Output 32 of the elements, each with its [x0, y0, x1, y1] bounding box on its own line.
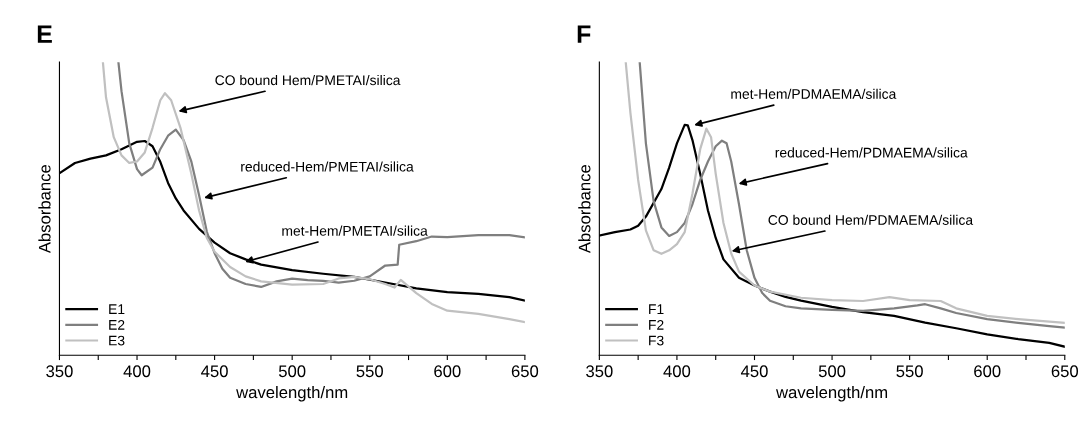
- x-tick-label: 450: [740, 365, 768, 378]
- x-tick-label: 500: [278, 365, 306, 378]
- legend-label: F2: [649, 319, 664, 330]
- legend-label: F3: [649, 335, 664, 346]
- annotation: CO bound Hem/PDMAEMA/silica: [768, 214, 974, 225]
- annotation: CO bound Hem/PMETAI/silica: [215, 74, 401, 86]
- annotation: met-Hem/PMETAI/silica: [282, 225, 428, 236]
- annotation: reduced-Hem/PMETAI/silica: [241, 161, 414, 172]
- x-tick-label: 600: [434, 365, 461, 378]
- x-tick-label: 500: [818, 365, 846, 378]
- x-tick-label: 350: [46, 365, 73, 378]
- legend-label: E1: [109, 304, 125, 314]
- x-tick-label: 650: [1051, 365, 1079, 378]
- x-tick-label: 400: [663, 365, 691, 378]
- x-tick-label: 600: [974, 365, 1001, 378]
- x-tick-label: 550: [896, 365, 923, 378]
- legend-label: E2: [109, 319, 125, 330]
- x-axis-title: wavelength/nm: [776, 386, 888, 402]
- legend-label: E3: [109, 335, 125, 346]
- x-tick-label: 400: [123, 365, 151, 378]
- x-tick-label: 550: [356, 365, 383, 378]
- y-axis-title: Absorbance: [38, 164, 51, 254]
- x-axis-title: wavelength/nm: [236, 386, 348, 402]
- x-tick-label: 350: [586, 365, 613, 378]
- chart-title: E: [37, 25, 52, 43]
- x-tick-label: 450: [201, 365, 228, 378]
- y-axis-title: Absorbance: [578, 164, 591, 254]
- chart-title: F: [577, 25, 591, 43]
- annotation: met-Hem/PDMAEMA/silica: [731, 88, 897, 99]
- x-tick-label: 650: [511, 365, 539, 378]
- legend-label: F1: [649, 304, 664, 314]
- annotation: reduced-Hem/PDMAEMA/silica: [775, 147, 968, 158]
